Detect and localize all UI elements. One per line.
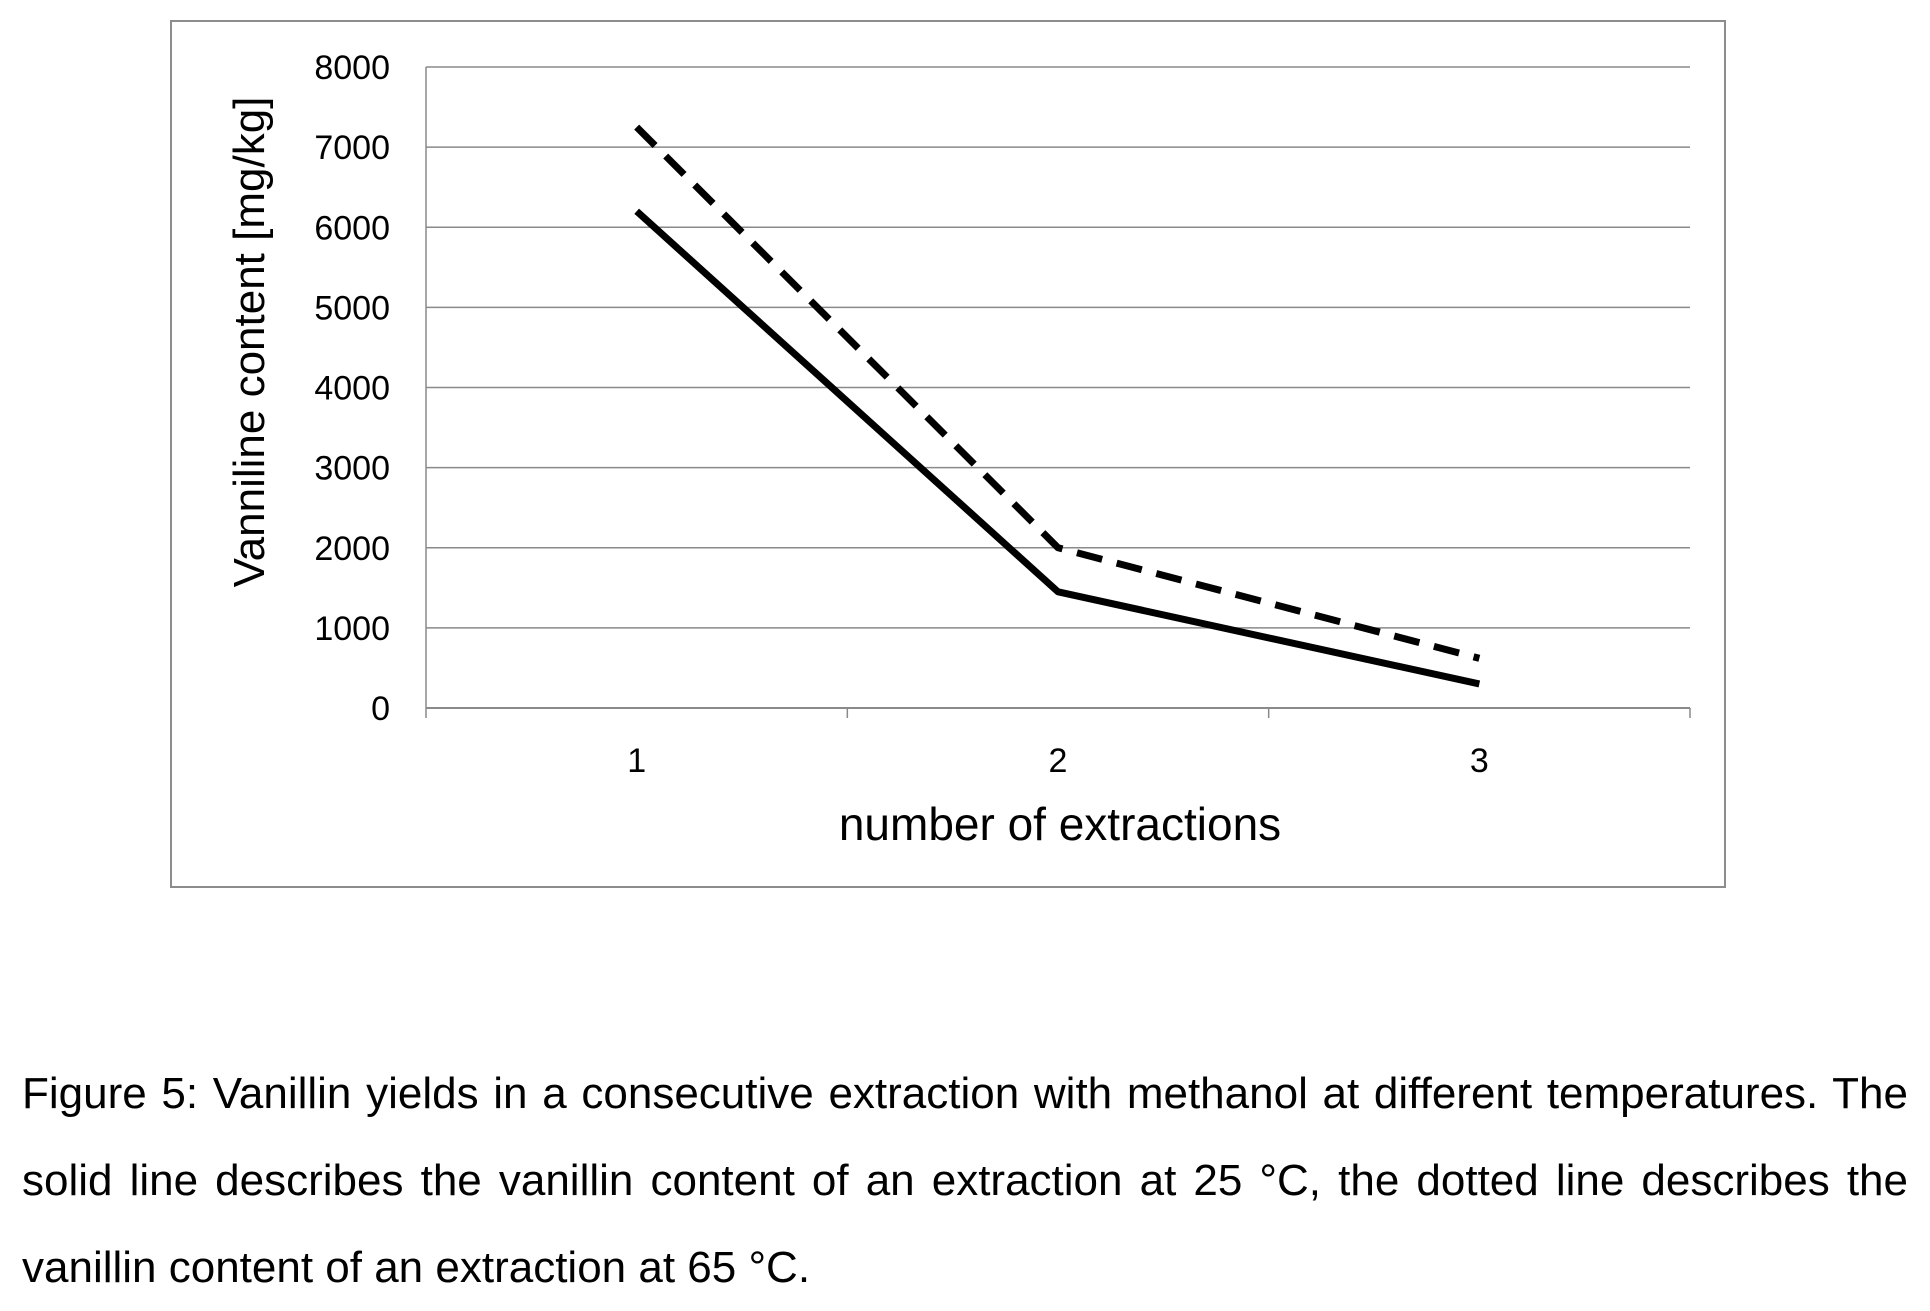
line-chart: 0 1000 2000 3000 4000 5000 6000 7000 8000 1 2 3 Van… (172, 22, 1728, 890)
tick-labels: 0 1000 2000 3000 4000 5000 6000 7000 8000 1 2 3 (314, 49, 1488, 780)
y-tick-label-3000: 3000 (314, 450, 390, 488)
y-tick-label-2000: 2000 (314, 530, 390, 568)
y-tick-label-4000: 4000 (314, 370, 390, 408)
x-tick-label-2: 2 (1049, 742, 1068, 780)
y-tick-label-7000: 7000 (314, 129, 390, 167)
chart-frame: 0 1000 2000 3000 4000 5000 6000 7000 8000 1 2 3 Van… (170, 20, 1726, 888)
y-tick-label-0: 0 (371, 690, 390, 728)
series-line-solid (637, 211, 1480, 684)
series-line-dashed (637, 127, 1480, 658)
series-lines (637, 127, 1480, 684)
figure-caption: Figure 5: Vanillin yields in a consecuti… (22, 1050, 1908, 1311)
y-tick-label-6000: 6000 (314, 209, 390, 247)
axes (426, 67, 1690, 718)
x-axis-title: number of extractions (839, 798, 1281, 850)
x-tick-label-3: 3 (1470, 742, 1489, 780)
y-axis-title: Vanniline content [mg/kg] (225, 97, 274, 588)
y-tick-label-5000: 5000 (314, 289, 390, 327)
y-tick-label-8000: 8000 (314, 49, 390, 87)
x-tick-label-1: 1 (627, 742, 646, 780)
y-tick-label-1000: 1000 (314, 610, 390, 648)
